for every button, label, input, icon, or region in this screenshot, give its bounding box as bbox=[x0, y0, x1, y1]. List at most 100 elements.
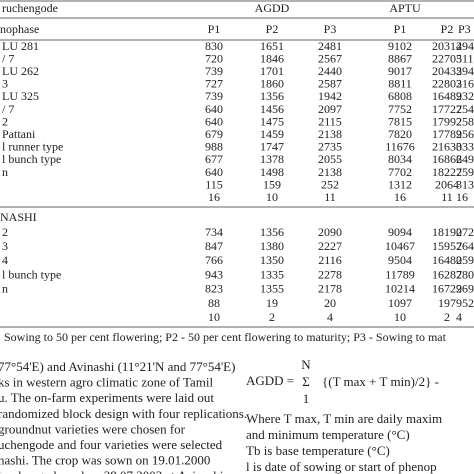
cell: 823 bbox=[205, 282, 223, 296]
row-label: l bunch type bbox=[2, 152, 61, 166]
cell: 1335 bbox=[260, 267, 284, 281]
cell: 3330 bbox=[456, 140, 474, 154]
paragraph-line: l is date of sowing or start of phenop bbox=[246, 459, 437, 474]
cell: 8811 bbox=[388, 77, 412, 91]
cell: 22802 bbox=[432, 77, 462, 91]
cell: 952 bbox=[456, 296, 474, 310]
cell: 16 bbox=[456, 190, 468, 204]
cell: 2138 bbox=[318, 165, 342, 179]
row-label: 4 bbox=[2, 253, 8, 267]
cell: 1378 bbox=[260, 152, 284, 166]
header-cell: ruchengode bbox=[2, 1, 58, 15]
cell: 9094 bbox=[388, 225, 412, 239]
formula: 1 bbox=[303, 391, 310, 406]
formula: Σ bbox=[302, 374, 310, 389]
cell: 640 bbox=[205, 114, 223, 128]
section-title: NASHI bbox=[0, 210, 37, 224]
cell: 15957 bbox=[432, 239, 462, 253]
cell: 640 bbox=[205, 102, 223, 116]
subheader-cell: P1 bbox=[394, 22, 407, 36]
cell: 830 bbox=[205, 39, 223, 53]
cell: 1097 bbox=[388, 296, 412, 310]
cell: 1475 bbox=[260, 114, 284, 128]
cell: 943 bbox=[205, 267, 223, 281]
cell: 2560 bbox=[456, 127, 474, 141]
cell: 17727 bbox=[432, 102, 462, 116]
cell: 1459 bbox=[260, 127, 284, 141]
cell: 20 bbox=[324, 296, 336, 310]
cell: 2138 bbox=[318, 127, 342, 141]
cell: 679 bbox=[205, 127, 223, 141]
row-label: 3 bbox=[2, 239, 8, 253]
cell: 10 bbox=[394, 310, 406, 324]
cell: 20435 bbox=[432, 64, 462, 78]
header-cell: AGDD bbox=[255, 1, 290, 15]
cell: 2728 bbox=[456, 225, 474, 239]
cell: 4 bbox=[456, 310, 462, 324]
formula: {(T max + T min)/2} - bbox=[322, 374, 439, 389]
cell: 2598 bbox=[456, 253, 474, 267]
cell: 2227 bbox=[318, 239, 342, 253]
cell: 988 bbox=[205, 140, 223, 154]
cell: 16 bbox=[208, 190, 220, 204]
cell: 16729 bbox=[432, 282, 462, 296]
row-label: 2 bbox=[2, 114, 8, 128]
cell: 1380 bbox=[260, 239, 284, 253]
cell: 159 bbox=[263, 177, 281, 191]
cell: 6808 bbox=[388, 89, 412, 103]
cell: 2178 bbox=[318, 282, 342, 296]
row-label: LU 262 bbox=[2, 64, 39, 78]
cell: 727 bbox=[205, 77, 223, 91]
cell: 18227 bbox=[432, 165, 462, 179]
cell: 9102 bbox=[388, 39, 412, 53]
row-label: Pattani bbox=[2, 127, 36, 141]
row-label: 2 bbox=[2, 225, 8, 239]
cell: 1355 bbox=[260, 282, 284, 296]
cell: 739 bbox=[205, 89, 223, 103]
cell: 2580 bbox=[456, 114, 474, 128]
formula: AGDD = bbox=[246, 373, 294, 388]
paragraph-line: Where T max, T min are daily maxim bbox=[246, 411, 442, 426]
cell: 640 bbox=[205, 165, 223, 179]
cell: 739 bbox=[205, 64, 223, 78]
formula: N bbox=[301, 357, 311, 372]
cell: 3118 bbox=[456, 51, 474, 65]
cell: 2567 bbox=[318, 51, 342, 65]
cell: 2278 bbox=[318, 267, 342, 281]
cell: 2055 bbox=[318, 152, 342, 166]
cell: 11 bbox=[324, 190, 336, 204]
subheader-cell: P1 bbox=[208, 22, 221, 36]
header-cell: APTU bbox=[389, 1, 421, 15]
cell: 8867 bbox=[388, 51, 412, 65]
cell: 11789 bbox=[385, 267, 415, 281]
paragraph-line: u. The on-farm experiments were laid out bbox=[0, 390, 214, 405]
cell: 2694 bbox=[456, 282, 474, 296]
row-label: n bbox=[2, 165, 8, 179]
cell: 252 bbox=[321, 177, 339, 191]
cell: 8034 bbox=[388, 152, 412, 166]
cell: 734 bbox=[205, 225, 223, 239]
cell: 2 bbox=[444, 310, 450, 324]
cell: 16287 bbox=[432, 267, 462, 281]
cell: 2116 bbox=[318, 253, 342, 267]
cell: 16 bbox=[394, 190, 406, 204]
cell: 21630 bbox=[432, 140, 462, 154]
cell: 17992 bbox=[432, 114, 462, 128]
cell: 2064 bbox=[435, 177, 459, 191]
row-label: / 7 bbox=[2, 102, 14, 116]
cell: 115 bbox=[205, 177, 223, 191]
subheader-cell: P2 bbox=[266, 22, 279, 36]
row-label: / 7 bbox=[2, 51, 14, 65]
cell: 766 bbox=[205, 253, 223, 267]
cell: 10 bbox=[208, 310, 220, 324]
cell: 10 bbox=[266, 190, 278, 204]
cell: 7702 bbox=[388, 165, 412, 179]
cell: 1312 bbox=[388, 177, 412, 191]
cell: 7820 bbox=[388, 127, 412, 141]
cell: 2329 bbox=[456, 89, 474, 103]
cell: 2945 bbox=[456, 64, 474, 78]
cell: 88 bbox=[208, 296, 220, 310]
cell: 2592 bbox=[456, 165, 474, 179]
